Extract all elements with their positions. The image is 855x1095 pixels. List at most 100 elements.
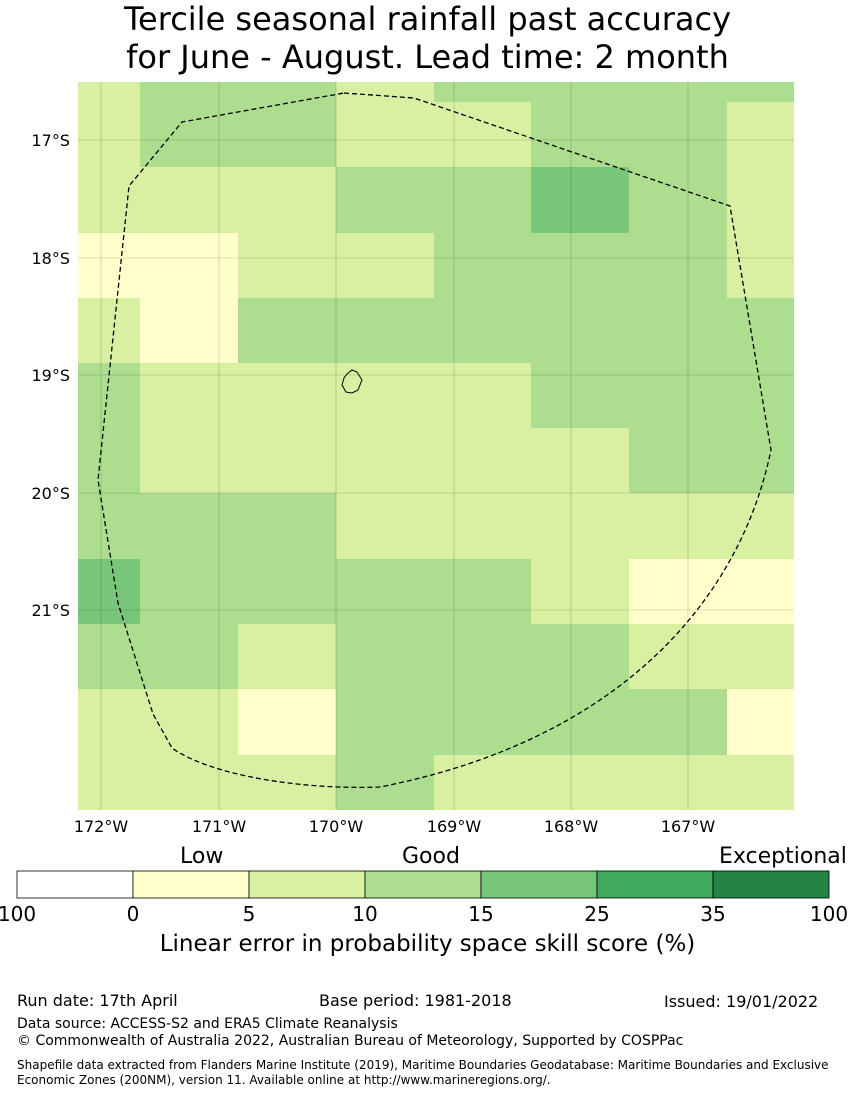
- grid-cell: [629, 624, 727, 689]
- skill-grid: [78, 82, 794, 810]
- title-line-1: Tercile seasonal rainfall past accuracy: [123, 0, 732, 38]
- grid-cell: [434, 298, 531, 363]
- colorbar-box: [364, 870, 482, 899]
- grid-cell: [434, 624, 531, 689]
- copyright: © Commonwealth of Australia 2022, Austra…: [17, 1033, 684, 1049]
- grid-cell: [78, 689, 140, 755]
- grid-cell: [434, 102, 531, 167]
- latitude-labels: 17°S 18°S 19°S 20°S 21°S: [31, 131, 70, 620]
- grid-cell: [629, 559, 727, 624]
- colorbar-tick: 0: [126, 902, 140, 926]
- colorbar-label-low: Low: [180, 844, 224, 869]
- colorbar-tick: 10: [352, 902, 378, 926]
- grid-cell: [727, 82, 794, 102]
- grid-cell: [238, 82, 336, 102]
- grid-cell: [531, 493, 629, 559]
- grid-cell: [531, 755, 629, 810]
- latitude-label: 18°S: [31, 249, 70, 268]
- grid-cell: [629, 102, 727, 167]
- grid-cell: [140, 493, 238, 559]
- longitude-label: 170°W: [309, 817, 364, 836]
- grid-cell: [629, 298, 727, 363]
- grid-cell: [78, 167, 140, 233]
- colorbar-tick: 5: [242, 902, 256, 926]
- colorbar-tick: 100: [809, 902, 849, 926]
- grid-cell: [336, 102, 434, 167]
- data-source: Data source: ACCESS-S2 and ERA5 Climate …: [17, 1016, 398, 1032]
- grid-cell: [434, 428, 531, 493]
- colorbar-box: [132, 870, 250, 899]
- grid-cell: [78, 559, 140, 624]
- colorbar-boxes: [16, 870, 830, 899]
- grid-cell: [238, 363, 336, 428]
- colorbar: [16, 870, 830, 899]
- colorbar-label-good: Good: [402, 844, 460, 869]
- grid-cell: [336, 624, 434, 689]
- grid-cell: [336, 298, 434, 363]
- map: 17°S 18°S 19°S 20°S 21°S 172°W 171°W 170°W 169°…: [31, 82, 794, 836]
- colorbar-tick: 15: [468, 902, 494, 926]
- grid-cell: [78, 755, 140, 810]
- grid-cell: [727, 493, 794, 559]
- grid-cell: [336, 428, 434, 493]
- longitude-label: 167°W: [661, 817, 716, 836]
- grid-cell: [238, 559, 336, 624]
- colorbar-tick: 25: [584, 902, 610, 926]
- grid-cell: [336, 167, 434, 233]
- grid-cell: [78, 298, 140, 363]
- graticule: [78, 82, 794, 810]
- grid-cell: [238, 233, 336, 298]
- grid-cell: [727, 624, 794, 689]
- grid-cell: [140, 102, 238, 167]
- colorbar-box: [596, 870, 714, 899]
- grid-cell: [727, 298, 794, 363]
- grid-cell: [238, 102, 336, 167]
- grid-cell: [531, 624, 629, 689]
- island-outline: [341, 369, 363, 394]
- grid-cell: [629, 689, 727, 755]
- latitude-label: 19°S: [31, 366, 70, 385]
- grid-cell: [434, 363, 531, 428]
- grid-cell: [727, 167, 794, 233]
- longitude-label: 169°W: [427, 817, 482, 836]
- grid-cell: [140, 559, 238, 624]
- grid-cell: [140, 167, 238, 233]
- grid-cell: [531, 167, 629, 233]
- grid-cell: [78, 233, 140, 298]
- grid-cell: [629, 167, 727, 233]
- longitude-labels: 172°W 171°W 170°W 169°W 168°W 167°W: [74, 817, 716, 836]
- grid-cell: [238, 493, 336, 559]
- chart-title: Tercile seasonal rainfall past accuracy …: [0, 0, 855, 76]
- shapefile-credit: Shapefile data extracted from Flanders M…: [17, 1058, 829, 1087]
- longitude-label: 172°W: [74, 817, 129, 836]
- grid-cell: [629, 82, 727, 102]
- grid-cell: [629, 233, 727, 298]
- colorbar-label-exceptional: Exceptional: [719, 844, 847, 869]
- grid-cell: [434, 233, 531, 298]
- grid-cell: [531, 102, 629, 167]
- title-line-2: for June - August. Lead time: 2 month: [126, 38, 729, 76]
- grid-cell: [336, 689, 434, 755]
- grid-cell: [434, 559, 531, 624]
- colorbar-box: [16, 870, 134, 899]
- grid-cell: [727, 689, 794, 755]
- latitude-label: 20°S: [31, 484, 70, 503]
- grid-cell: [238, 689, 336, 755]
- grid-cell: [336, 233, 434, 298]
- base-period: Base period: 1981-2018: [319, 991, 512, 1010]
- grid-cell: [140, 624, 238, 689]
- grid-cell: [531, 428, 629, 493]
- latitude-label: 21°S: [31, 601, 70, 620]
- grid-cell: [434, 689, 531, 755]
- latitude-label: 17°S: [31, 131, 70, 150]
- grid-cell: [531, 298, 629, 363]
- grid-cell: [238, 167, 336, 233]
- grid-cell: [238, 624, 336, 689]
- grid-cell: [434, 493, 531, 559]
- grid-cell: [78, 624, 140, 689]
- longitude-label: 171°W: [192, 817, 247, 836]
- grid-cell: [531, 689, 629, 755]
- grid-cell: [531, 233, 629, 298]
- grid-cell: [140, 298, 238, 363]
- grid-cell: [78, 82, 140, 102]
